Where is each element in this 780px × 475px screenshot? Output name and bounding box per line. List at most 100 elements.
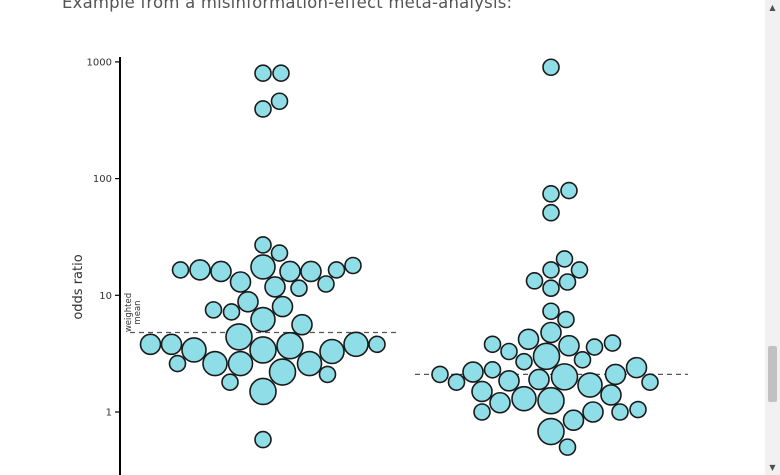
study-point [600, 384, 622, 406]
y-tick-label: 1000 [87, 57, 112, 68]
study-point [585, 338, 604, 356]
intro-text: Example from a misinformation-effect met… [62, 0, 513, 12]
study-point [168, 354, 187, 373]
study-point [557, 310, 575, 329]
study-point [290, 279, 308, 298]
study-point [558, 273, 577, 291]
study-point [500, 342, 518, 361]
study-point [641, 373, 659, 392]
study-point [625, 356, 648, 379]
study-point [517, 328, 540, 351]
study-point [629, 400, 647, 419]
study-point [555, 250, 574, 268]
study-point [296, 350, 323, 377]
study-point [604, 363, 627, 386]
study-point [171, 261, 190, 279]
study-point [204, 301, 223, 319]
study-point [181, 337, 207, 363]
study-point [343, 331, 369, 358]
study-point [254, 64, 272, 83]
study-point [139, 333, 162, 356]
group-1-swarm [130, 64, 400, 449]
study-point [498, 370, 520, 392]
study-point [537, 386, 565, 415]
study-point [542, 302, 560, 321]
study-point [291, 313, 313, 336]
study-point [577, 372, 603, 398]
study-point [368, 335, 386, 354]
study-point [611, 403, 629, 421]
study-point [300, 260, 322, 283]
study-point [160, 333, 183, 356]
study-point [225, 323, 253, 351]
study-point [237, 290, 259, 313]
study-point [202, 350, 228, 377]
scroll-down-arrow-icon[interactable]: ▼ [769, 463, 776, 472]
study-point [254, 236, 272, 254]
study-point [344, 256, 362, 275]
study-point [483, 360, 502, 379]
study-point [221, 373, 239, 392]
y-tick-label: 100 [93, 174, 112, 185]
y-tick-label: 1 [106, 408, 112, 419]
study-point [542, 185, 560, 203]
study-point [431, 365, 449, 384]
study-point [582, 401, 604, 423]
study-point [327, 261, 346, 279]
study-point [558, 438, 577, 456]
study-point [249, 336, 277, 364]
study-point [270, 92, 289, 111]
study-point [249, 377, 277, 406]
study-point [550, 363, 579, 391]
study-point [473, 403, 491, 421]
study-point [562, 409, 585, 432]
study-point [276, 331, 304, 360]
study-point [279, 260, 301, 283]
study-point [319, 338, 345, 365]
study-point [210, 260, 232, 283]
study-point [525, 272, 544, 290]
study-point [189, 259, 211, 281]
study-point [542, 279, 560, 298]
group-2-swarm [415, 58, 688, 456]
study-point [471, 380, 493, 403]
study-point [254, 430, 272, 449]
weighted-mean-label: mean [133, 300, 143, 324]
study-point [560, 181, 578, 200]
y-axis-label: odds ratio [71, 254, 86, 319]
study-point [542, 261, 560, 279]
study-point [603, 334, 622, 352]
study-point [317, 275, 335, 293]
study-point [483, 335, 502, 354]
vertical-scrollbar[interactable]: ▲ ▼ [765, 0, 780, 475]
study-point [254, 100, 272, 118]
study-point [558, 334, 580, 357]
study-point [318, 365, 337, 384]
study-point [489, 391, 511, 414]
study-point [270, 244, 289, 262]
scrollbar-thumb[interactable] [768, 346, 777, 402]
study-point [250, 306, 276, 333]
study-point [570, 261, 589, 279]
study-point [447, 373, 466, 392]
study-point [542, 58, 560, 77]
study-point [227, 350, 254, 377]
study-point [250, 254, 276, 280]
study-point [537, 417, 565, 446]
study-point [528, 368, 550, 391]
scroll-up-arrow-icon[interactable]: ▲ [769, 3, 776, 12]
study-point [532, 342, 561, 371]
study-point [542, 203, 560, 222]
study-point [573, 351, 592, 369]
study-point [462, 361, 484, 383]
study-point [264, 276, 286, 298]
study-point [272, 64, 290, 83]
y-tick-label: 10 [99, 291, 112, 302]
study-point [515, 352, 533, 371]
study-point [222, 303, 241, 321]
study-point [271, 295, 294, 318]
study-point [229, 271, 252, 293]
weighted-mean-label: weighted [124, 293, 134, 332]
